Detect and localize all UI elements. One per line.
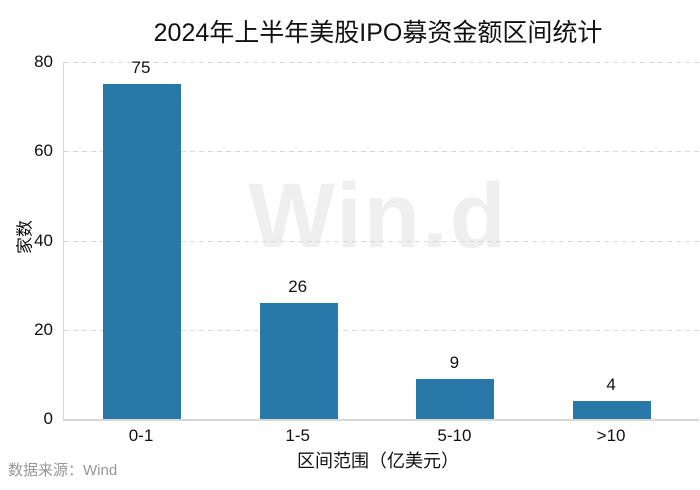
value-label->10: 4 xyxy=(606,375,616,395)
x-axis-label: 区间范围（亿美元） xyxy=(297,451,459,471)
y-tick-label-80: 80 xyxy=(34,52,53,71)
y-tick-label-20: 20 xyxy=(34,319,53,339)
gridline-y-80 xyxy=(64,62,699,63)
value-label-0-1: 75 xyxy=(131,58,151,78)
y-tick-label-0: 0 xyxy=(43,409,53,428)
bar-1-5 xyxy=(259,302,338,419)
x-tick-label-5-10: 5-10 xyxy=(437,426,472,445)
x-tick-label->10: >10 xyxy=(596,426,626,445)
plot-area xyxy=(63,62,699,421)
x-tick-label-0-1: 0-1 xyxy=(128,426,154,445)
data-source-note: 数据来源：Wind xyxy=(8,462,118,479)
bar->10 xyxy=(573,401,652,419)
bar-5-10 xyxy=(416,378,495,419)
y-axis-label: 家数 xyxy=(15,220,35,254)
y-tick-label-40: 40 xyxy=(34,230,53,250)
gridline-y-20 xyxy=(64,329,699,331)
y-tick-label-60: 60 xyxy=(34,141,53,161)
chart-title: 2024年上半年美股IPO募资金额区间统计 xyxy=(153,19,603,47)
value-label-5-10: 9 xyxy=(449,352,460,372)
x-tick-label-1-5: 1-5 xyxy=(285,426,310,445)
value-label-1-5: 26 xyxy=(288,276,308,296)
gridline-y-60 xyxy=(64,151,699,153)
bar-0-1 xyxy=(103,84,181,419)
gridline-y-40 xyxy=(64,240,699,242)
